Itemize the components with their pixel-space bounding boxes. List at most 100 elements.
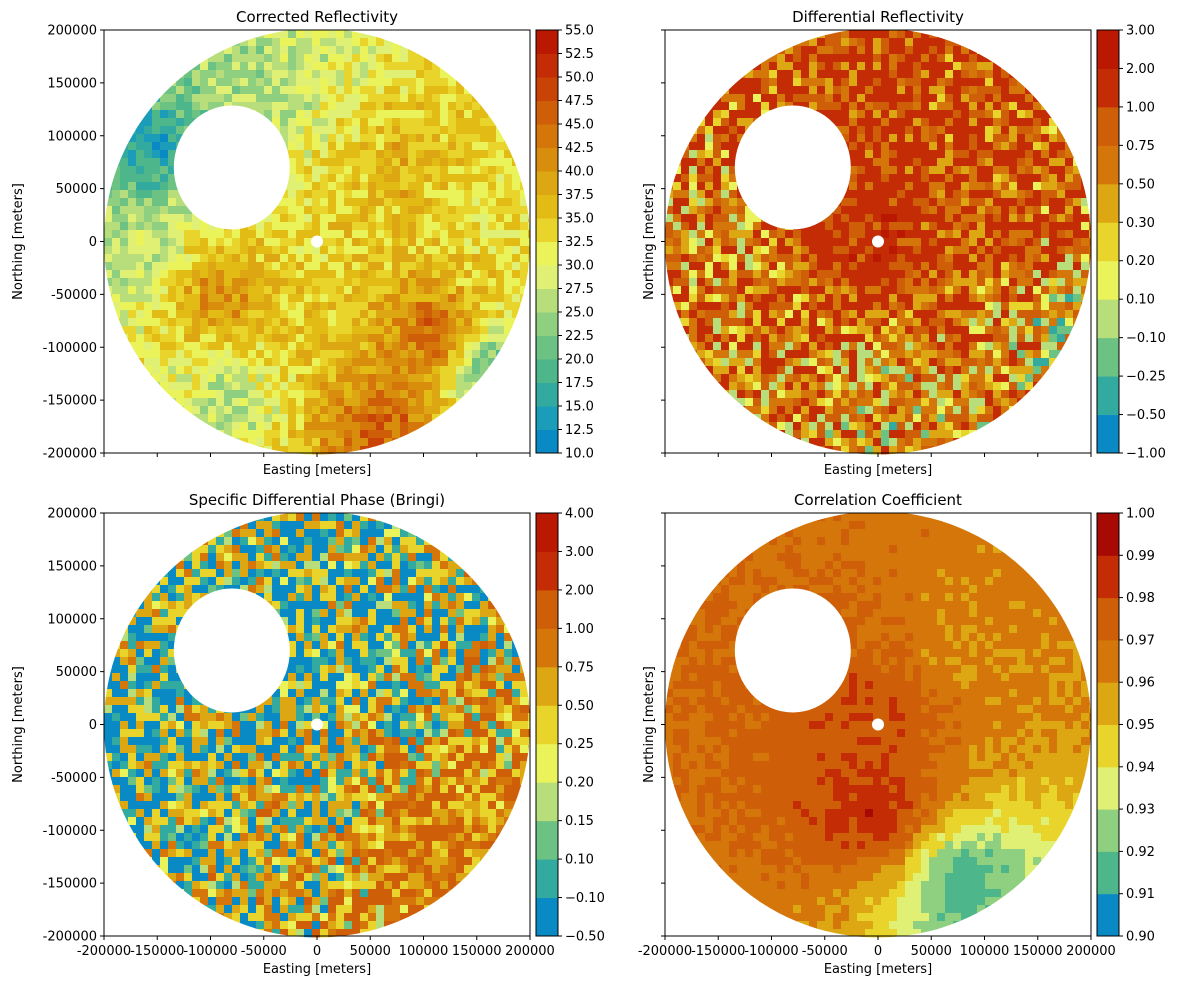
field-cell xyxy=(897,350,906,359)
field-cell xyxy=(1001,294,1010,303)
field-cell xyxy=(713,166,722,175)
field-cell xyxy=(168,86,177,95)
field-cell xyxy=(969,134,978,143)
field-cell xyxy=(673,230,682,239)
field-cell xyxy=(689,118,698,127)
field-cell xyxy=(168,238,177,247)
field-cell xyxy=(873,118,882,127)
field-cell xyxy=(681,198,690,207)
field-cell xyxy=(1049,246,1058,255)
field-cell xyxy=(376,166,385,175)
field-cell xyxy=(985,94,994,103)
field-cell xyxy=(929,62,938,71)
field-cell xyxy=(1065,246,1074,255)
field-cell xyxy=(224,326,233,335)
field-cell xyxy=(897,110,906,119)
field-cell xyxy=(873,366,882,375)
field-cell xyxy=(256,86,265,95)
field-cell xyxy=(777,62,786,71)
field-cell xyxy=(136,230,145,239)
field-cell xyxy=(416,118,425,127)
field-cell xyxy=(248,246,257,255)
field-cell xyxy=(232,545,241,554)
field-cell xyxy=(1057,166,1066,175)
field-cell xyxy=(480,374,489,383)
field-cell xyxy=(376,318,385,327)
field-cell xyxy=(144,102,153,111)
field-cell xyxy=(320,382,329,391)
field-cell xyxy=(833,422,842,431)
field-cell xyxy=(216,545,225,554)
field-cell xyxy=(721,326,730,335)
field-cell xyxy=(665,262,674,271)
field-cell xyxy=(945,406,954,415)
field-cell xyxy=(961,86,970,95)
field-cell xyxy=(296,38,305,47)
field-cell xyxy=(1057,214,1066,223)
field-cell xyxy=(400,38,409,47)
field-cell xyxy=(272,374,281,383)
field-cell xyxy=(456,134,465,143)
field-cell xyxy=(112,262,121,271)
field-cell xyxy=(456,198,465,207)
field-cell xyxy=(1049,326,1058,335)
field-cell xyxy=(264,278,273,287)
field-cell xyxy=(681,342,690,351)
field-cell xyxy=(1009,70,1018,79)
field-cell xyxy=(144,334,153,343)
field-cell xyxy=(969,110,978,119)
field-cell xyxy=(969,238,978,247)
field-cell xyxy=(376,350,385,359)
field-cell xyxy=(264,342,273,351)
field-cell xyxy=(1001,286,1010,295)
field-cell xyxy=(809,102,818,111)
field-cell xyxy=(1065,254,1074,263)
field-cell xyxy=(985,302,994,311)
field-cell xyxy=(953,326,962,335)
field-cell xyxy=(993,54,1002,63)
field-cell xyxy=(769,262,778,271)
field-cell xyxy=(1057,310,1066,319)
field-cell xyxy=(905,246,914,255)
field-cell xyxy=(705,206,714,215)
field-cell xyxy=(689,190,698,199)
field-cell xyxy=(296,214,305,223)
field-cell xyxy=(496,150,505,159)
field-cell xyxy=(889,382,898,391)
field-cell xyxy=(192,334,201,343)
field-cell xyxy=(504,206,513,215)
field-cell xyxy=(1001,302,1010,311)
field-cell xyxy=(216,238,225,247)
field-cell xyxy=(1073,214,1082,223)
field-cell xyxy=(937,198,946,207)
field-cell xyxy=(913,358,922,367)
field-cell xyxy=(352,521,361,530)
field-cell xyxy=(953,438,962,447)
field-cell xyxy=(320,529,329,538)
field-cell xyxy=(192,537,201,546)
field-cell xyxy=(969,390,978,399)
field-cell xyxy=(1041,126,1050,135)
field-cell xyxy=(296,430,305,439)
field-cell xyxy=(144,270,153,279)
field-cell xyxy=(424,318,433,327)
field-cell xyxy=(1041,230,1050,239)
field-cell xyxy=(913,390,922,399)
field-cell xyxy=(721,110,730,119)
field-cell xyxy=(176,366,185,375)
field-cell xyxy=(857,174,866,183)
field-cell xyxy=(336,62,345,71)
field-cell xyxy=(360,174,369,183)
field-cell xyxy=(1017,350,1026,359)
field-cell xyxy=(152,230,161,239)
field-cell xyxy=(1017,366,1026,375)
field-cell xyxy=(689,206,698,215)
field-cell xyxy=(1065,142,1074,151)
field-cell xyxy=(697,174,706,183)
field-cell xyxy=(753,254,762,263)
field-cell xyxy=(977,422,986,431)
field-cell xyxy=(136,262,145,271)
field-cell xyxy=(480,382,489,391)
field-cell xyxy=(296,62,305,71)
field-cell xyxy=(777,238,786,247)
